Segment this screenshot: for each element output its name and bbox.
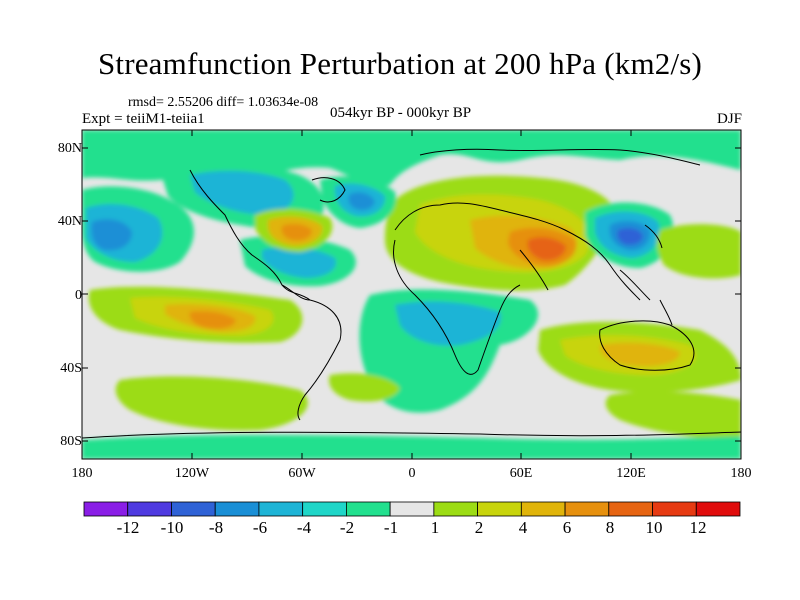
- colorbar-swatch: [258, 501, 304, 517]
- experiment-label: Expt = teiiM1-teiia1: [82, 111, 205, 127]
- lat-tick-label: 40S: [60, 361, 82, 376]
- coastline-greenland: [311, 177, 346, 203]
- lon-tick-label: 180: [730, 466, 752, 481]
- colorbar-swatch: [127, 501, 172, 517]
- contour-atlantic-low: [262, 247, 336, 278]
- contour-npacific-low: [91, 219, 132, 251]
- coastline-indonesia: [619, 269, 673, 326]
- colorbar-swatch: [214, 501, 260, 517]
- colorbar-label: -4: [296, 518, 312, 537]
- colorbar-label: -12: [116, 518, 140, 537]
- contour-tropical-pacific-high: [189, 311, 236, 329]
- colorbar-swatch: [477, 501, 522, 517]
- contour-natlantic-low: [348, 192, 375, 210]
- contour-southern-high: [605, 391, 741, 440]
- coastline-americas: [189, 169, 342, 421]
- contour-namerica-low: [190, 170, 294, 215]
- colorbar-swatch: [171, 501, 216, 517]
- colorbar-label: 1: [430, 518, 440, 537]
- coastlines: [82, 148, 741, 439]
- contour-eastasia-low: [617, 228, 643, 245]
- colorbar-label: -6: [252, 518, 268, 537]
- coastline-africa: [393, 239, 521, 375]
- lon-tick-label: 120W: [174, 466, 210, 481]
- lon-tick-label: 60W: [288, 466, 316, 481]
- coastline-arctic: [419, 148, 701, 166]
- colorbar-swatch: [433, 501, 478, 517]
- contour-southern-high: [329, 373, 400, 402]
- tick-marks: [82, 130, 741, 459]
- contour-australia-high: [599, 342, 680, 367]
- colorbar-swatch: [564, 501, 610, 517]
- coastline-india: [519, 249, 549, 291]
- lon-tick-label: 60E: [509, 466, 533, 481]
- figure-title: Streamfunction Perturbation at 200 hPa (…: [97, 46, 703, 81]
- colorbar-swatch: [302, 501, 347, 517]
- contour-field: [82, 130, 741, 459]
- colorbar-swatch: [652, 501, 697, 517]
- coastline-central-america: [281, 284, 311, 301]
- contour-safrica-low: [395, 301, 501, 346]
- rmsd-stats: rmsd= 2.55206 diff= 1.03634e-08: [128, 95, 319, 110]
- colorbar-swatch: [345, 501, 391, 517]
- contour-epacific-high: [656, 224, 741, 279]
- period-label: 054kyr BP - 000kyr BP: [330, 105, 472, 121]
- colorbar-label: 8: [605, 518, 615, 537]
- contour-antarctic-band: [82, 434, 741, 459]
- contour-southern-high: [115, 376, 308, 431]
- colorbar-label: 12: [689, 518, 707, 537]
- colorbar-label: -2: [339, 518, 355, 537]
- colorbar-swatch: [83, 501, 129, 517]
- lon-tick-label: 180: [71, 466, 93, 481]
- lat-tick-label: 80S: [60, 434, 82, 449]
- lat-tick-label: 80N: [57, 141, 82, 156]
- colorbar-swatch: [695, 501, 741, 517]
- coastline-antarctica: [82, 431, 741, 439]
- colorbar-label: 2: [474, 518, 484, 537]
- colorbar-label: -1: [383, 518, 399, 537]
- lon-tick-label: 120E: [616, 466, 646, 481]
- coastline-australia: [599, 320, 695, 371]
- lat-tick-label: 40N: [57, 214, 82, 229]
- coastline-eurasia: [394, 202, 641, 301]
- colorbar-swatch: [520, 501, 566, 517]
- contour-eurasia-high: [527, 237, 566, 261]
- colorbar-label: -8: [208, 518, 224, 537]
- lat-tick-label: 0: [75, 288, 82, 303]
- colorbar-label: 4: [518, 518, 528, 537]
- colorbar-label: -10: [160, 518, 184, 537]
- colorbar: [83, 501, 741, 517]
- colorbar-label: 10: [645, 518, 663, 537]
- lon-tick-label: 0: [408, 466, 416, 481]
- colorbar-label: 6: [562, 518, 572, 537]
- colorbar-swatch: [608, 501, 653, 517]
- colorbar-swatch: [389, 501, 435, 517]
- contour-atlantic-high: [281, 223, 312, 241]
- coastline-japan: [644, 224, 663, 249]
- season-label: DJF: [716, 111, 742, 127]
